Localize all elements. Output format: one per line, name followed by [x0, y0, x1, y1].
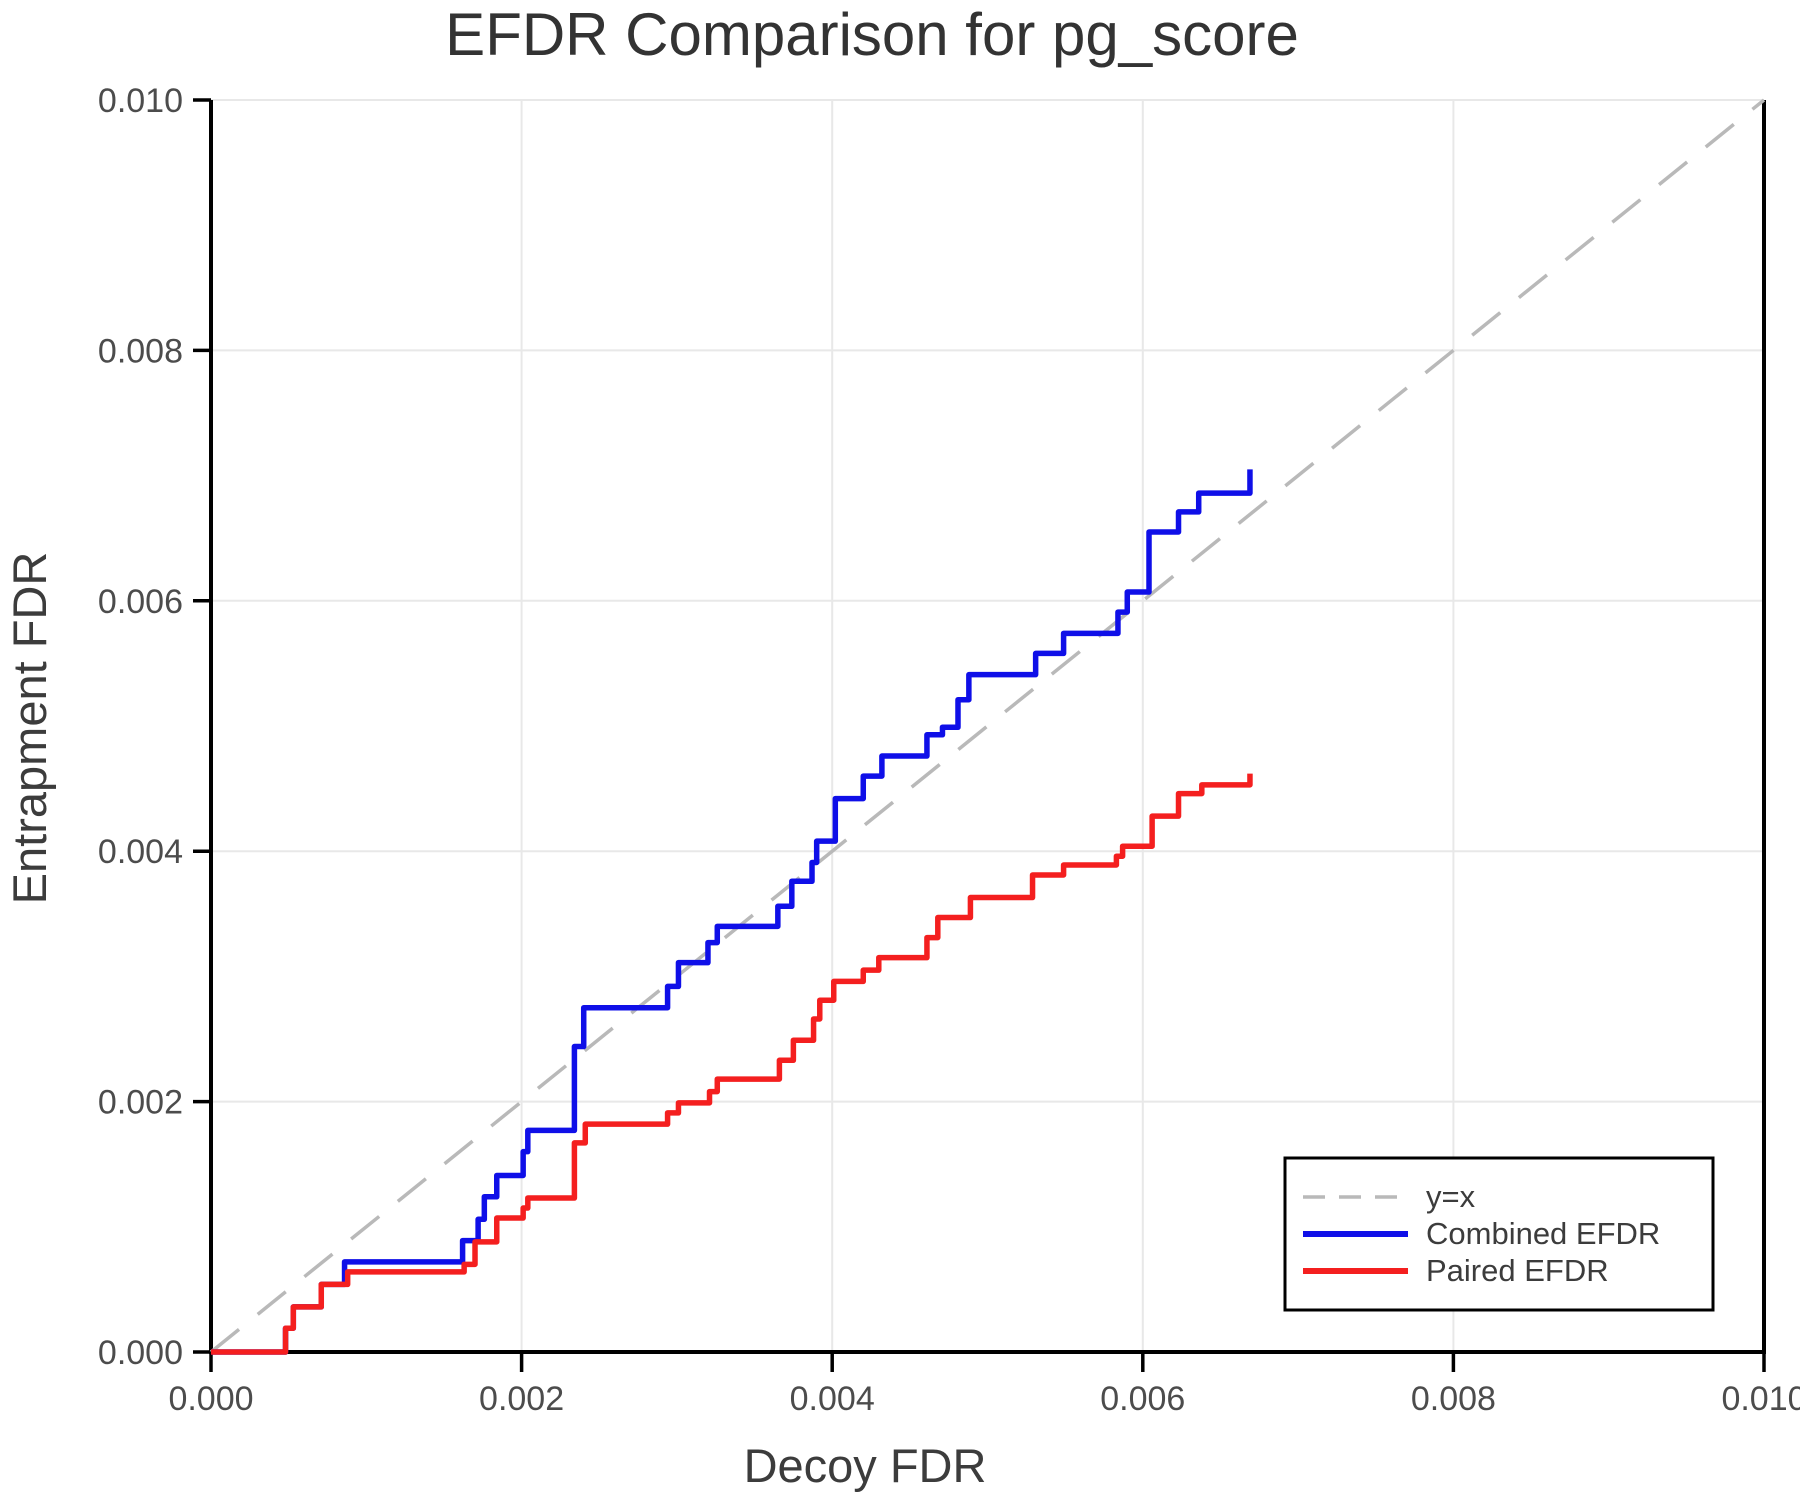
- x-tick-label: 0.006: [1100, 1380, 1185, 1418]
- series-lines: [209, 98, 1766, 1355]
- x-tick-label: 0.010: [1721, 1380, 1800, 1418]
- combined-efdr-line: [211, 469, 1253, 1355]
- y-axis-label: Entrapment FDR: [3, 552, 56, 905]
- y-tick-label: 0.006: [98, 583, 183, 621]
- x-tick-label: 0.004: [790, 1380, 875, 1418]
- y-tick-label: 0.000: [98, 1334, 183, 1372]
- y-tick-label: 0.008: [98, 332, 183, 370]
- legend: y=x Combined EFDR Paired EFDR: [1283, 1156, 1715, 1312]
- y-x-line: [209, 98, 1766, 1354]
- x-tick-label: 0.008: [1411, 1380, 1496, 1418]
- paired-efdr-line: [211, 773, 1253, 1355]
- x-axis-label: Decoy FDR: [744, 1439, 987, 1492]
- plot-frame: [209, 100, 1766, 1354]
- legend-label-yx: y=x: [1426, 1179, 1476, 1214]
- legend-box: [1283, 1156, 1715, 1312]
- x-axis-ticks: 0.000 0.002 0.004 0.006 0.008 0.010: [168, 1352, 1800, 1418]
- x-tick-label: 0.000: [168, 1380, 253, 1418]
- y-axis-ticks: 0.000 0.002 0.004 0.006 0.008 0.010: [98, 82, 211, 1372]
- chart-title: EFDR Comparison for pg_score: [445, 1, 1299, 68]
- y-tick-label: 0.004: [98, 833, 183, 871]
- y-tick-label: 0.002: [98, 1084, 183, 1122]
- legend-label-paired: Paired EFDR: [1426, 1253, 1609, 1288]
- x-tick-label: 0.002: [479, 1380, 564, 1418]
- y-tick-label: 0.010: [98, 82, 183, 120]
- legend-label-combined: Combined EFDR: [1426, 1216, 1660, 1251]
